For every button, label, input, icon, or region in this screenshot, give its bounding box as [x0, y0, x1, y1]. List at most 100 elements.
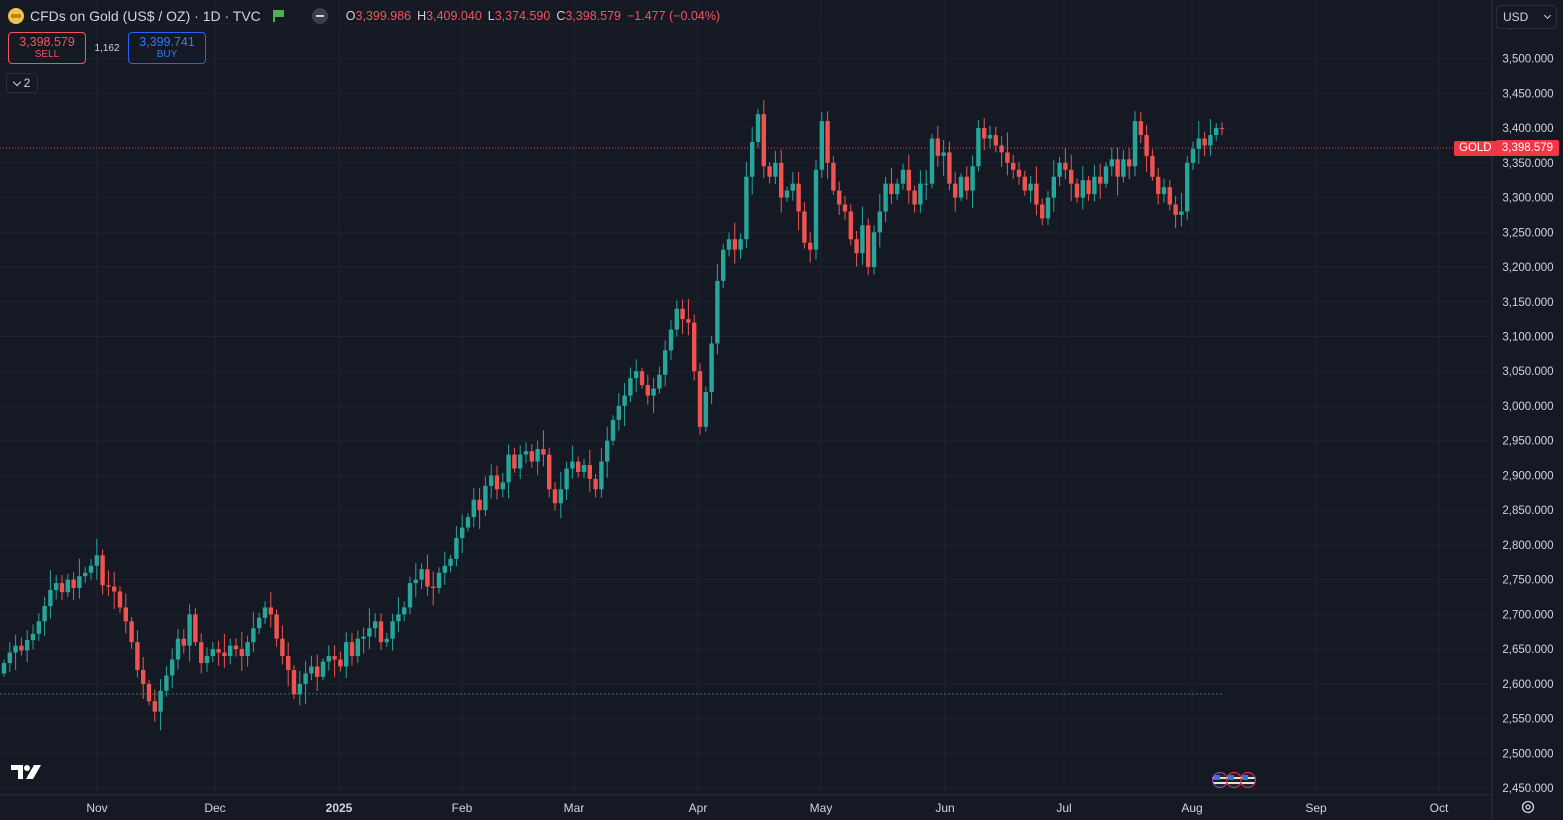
candle	[425, 554, 430, 596]
candle	[1028, 176, 1033, 203]
candle	[912, 185, 917, 213]
candle	[59, 575, 65, 601]
candle	[100, 549, 105, 595]
candle	[622, 383, 627, 426]
candle	[65, 573, 70, 598]
candle	[1214, 123, 1219, 141]
candle	[906, 154, 911, 204]
candle	[715, 263, 720, 355]
candle	[773, 150, 778, 185]
candle	[7, 642, 12, 673]
currency-select[interactable]: USD	[1496, 5, 1557, 29]
price-tick-label: 2,650.000	[1502, 644, 1553, 656]
candle	[1057, 156, 1062, 187]
candle	[419, 563, 424, 589]
tradingview-logo[interactable]	[10, 762, 44, 782]
candle	[813, 159, 819, 260]
candle	[291, 665, 297, 699]
chart-grid	[0, 0, 1492, 795]
candle	[413, 563, 418, 598]
indicators-count: 2	[23, 76, 31, 90]
candle	[378, 613, 384, 651]
indicators-toggle-button[interactable]: 2	[6, 73, 38, 93]
candle	[721, 243, 726, 288]
candle	[483, 476, 488, 517]
candle	[1098, 163, 1103, 199]
gold-coin-icon	[8, 8, 24, 24]
candle	[112, 571, 117, 609]
candle	[587, 449, 592, 492]
minus-icon[interactable]	[311, 8, 328, 24]
price-tick-label: 3,300.000	[1502, 193, 1553, 205]
symbol-header: CFDs on Gold (US$ / OZ) · 1D · TVC O 3,39…	[8, 6, 726, 26]
candle	[262, 601, 268, 624]
candle	[1161, 178, 1167, 203]
candle	[216, 640, 221, 666]
candle	[935, 125, 940, 167]
ohlc-change: −1.477 (−0.04%)	[626, 9, 721, 23]
candle	[500, 473, 505, 498]
candle	[489, 464, 494, 499]
candle	[634, 359, 639, 393]
candle	[1045, 190, 1051, 226]
candle	[987, 125, 993, 148]
us-flag-icon[interactable]	[1240, 772, 1256, 788]
candle	[976, 120, 981, 172]
candle	[871, 224, 877, 275]
candle	[239, 631, 244, 672]
time-tick-label: Jun	[935, 801, 954, 815]
candle	[1051, 160, 1056, 212]
price-tick-label: 3,200.000	[1502, 262, 1553, 274]
candle	[883, 177, 888, 223]
candle	[303, 660, 308, 704]
candle	[593, 473, 598, 498]
us-flag-icon[interactable]	[1212, 772, 1228, 788]
flag-icon[interactable]	[272, 10, 284, 22]
time-tick-label: Mar	[564, 801, 585, 815]
time-tick-label: Jul	[1056, 801, 1071, 815]
candle	[355, 630, 360, 664]
candle	[860, 206, 865, 265]
gear-icon[interactable]	[1520, 799, 1536, 815]
candle	[274, 609, 279, 647]
candle	[373, 613, 378, 638]
candle	[831, 156, 836, 195]
spread-value: 1,162	[94, 42, 120, 54]
candle	[390, 613, 395, 651]
symbol-title[interactable]: CFDs on Gold (US$ / OZ) · 1D · TVC	[30, 8, 261, 24]
candle	[268, 592, 273, 628]
candle	[929, 133, 935, 189]
candle	[924, 169, 929, 201]
buy-button[interactable]: 3,399.741 BUY	[128, 32, 206, 64]
us-flag-icon[interactable]	[1226, 772, 1242, 788]
candle	[1063, 148, 1068, 179]
sell-button[interactable]: 3,398.579 SELL	[8, 32, 86, 64]
economic-events[interactable]	[1212, 772, 1264, 790]
time-axis[interactable]: Nov Dec 2025 Feb Mar Apr May Jun Jul Aug Sep Oct	[86, 801, 1449, 815]
candle	[1092, 164, 1097, 202]
candle	[889, 167, 894, 205]
price-tick-label: 3,450.000	[1502, 88, 1553, 100]
price-axis[interactable]: 3,550.0003,500.0003,450.0003,400.0003,35…	[1502, 19, 1553, 795]
price-tick-label: 3,500.000	[1502, 54, 1553, 66]
candle	[547, 447, 552, 498]
candle	[518, 445, 523, 479]
candle	[819, 111, 824, 178]
price-tick-label: 3,050.000	[1502, 366, 1553, 378]
candle	[344, 632, 349, 679]
price-tick-label: 2,950.000	[1502, 436, 1553, 448]
candle	[83, 566, 88, 584]
candle	[918, 170, 923, 213]
candle	[396, 597, 401, 633]
candle	[767, 162, 772, 184]
candle	[1080, 166, 1085, 210]
candle	[558, 471, 563, 519]
candle	[506, 444, 511, 499]
candle	[779, 149, 784, 213]
candle	[697, 363, 703, 435]
candle	[535, 440, 540, 475]
candle	[947, 141, 952, 191]
sell-price: 3,398.579	[19, 35, 75, 49]
buy-price: 3,399.741	[139, 35, 195, 49]
